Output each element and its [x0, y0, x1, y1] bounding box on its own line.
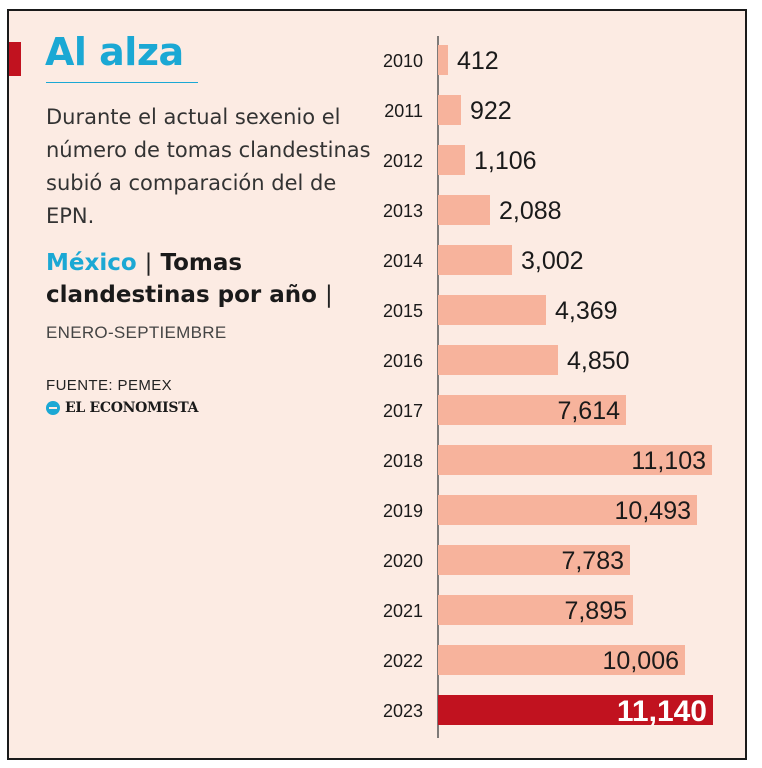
year-tick-label: 2016 [383, 351, 423, 371]
value-data-label: 11,140 [617, 695, 707, 728]
value-data-label: 412 [457, 47, 499, 75]
year-tick-label: 2018 [383, 451, 423, 471]
value-data-label: 7,895 [564, 597, 627, 625]
title-underline [46, 82, 198, 83]
year-tick-label: 2015 [383, 301, 423, 321]
data-bar [438, 595, 633, 625]
data-bar [438, 445, 712, 475]
bar-chart: 2010 412 2011 922 2012 1,106 2013 2,088 2014 3,00… [383, 36, 713, 738]
data-bar [438, 195, 490, 225]
accent-mark [9, 42, 21, 76]
value-data-label: 4,850 [567, 347, 630, 375]
publisher-logo-icon [46, 401, 60, 415]
value-data-label: 11,103 [631, 447, 706, 475]
value-data-label: 10,493 [615, 497, 691, 525]
year-tick-label: 2012 [383, 151, 423, 171]
value-data-label: 1,106 [474, 147, 537, 175]
highlight-bar [438, 695, 713, 725]
year-tick-label: 2023 [383, 701, 423, 721]
year-tick-label: 2013 [383, 201, 423, 221]
data-bar [438, 645, 685, 675]
chart-heading: México | Tomas clandestinas por año | [46, 247, 376, 311]
data-bar [438, 95, 461, 125]
data-bar [438, 545, 630, 575]
value-data-label: 7,614 [557, 397, 620, 425]
infographic-frame: Al alza Durante el actual sexenio el núm… [7, 9, 747, 760]
year-tick-label: 2019 [383, 501, 423, 521]
chart-heading-topic: Tomas clandestinas por año [46, 250, 317, 308]
value-data-label: 922 [470, 97, 512, 125]
publisher-brand: EL ECONOMISTA [46, 400, 198, 416]
chart-heading-separator: | [144, 250, 153, 276]
value-data-label: 3,002 [521, 247, 584, 275]
year-tick-label: 2014 [383, 251, 423, 271]
chart-heading-country: México [46, 250, 137, 276]
data-bar [438, 345, 558, 375]
value-data-label: 4,369 [555, 297, 618, 325]
year-tick-label: 2011 [384, 101, 423, 121]
infographic-title: Al alza [45, 30, 184, 74]
data-bar [438, 45, 448, 75]
year-tick-label: 2010 [383, 51, 423, 71]
data-bar [438, 295, 546, 325]
value-data-label: 2,088 [499, 197, 562, 225]
source-credit: FUENTE: PEMEX [46, 377, 173, 394]
value-data-label: 10,006 [603, 647, 679, 675]
publisher-name: EL ECONOMISTA [65, 400, 199, 416]
year-tick-label: 2022 [383, 651, 423, 671]
year-tick-label: 2017 [383, 401, 423, 421]
infographic-subtitle: Durante el actual sexenio el número de t… [46, 105, 371, 228]
data-bar [438, 495, 697, 525]
data-bar [438, 395, 626, 425]
data-bar [438, 245, 512, 275]
chart-heading-trailing-separator: | [324, 282, 333, 308]
year-tick-label: 2020 [383, 551, 423, 571]
year-tick-label: 2021 [383, 601, 423, 621]
value-data-label: 7,783 [561, 547, 624, 575]
data-bar [438, 145, 465, 175]
chart-period: ENERO-SEPTIEMBRE [46, 323, 227, 342]
